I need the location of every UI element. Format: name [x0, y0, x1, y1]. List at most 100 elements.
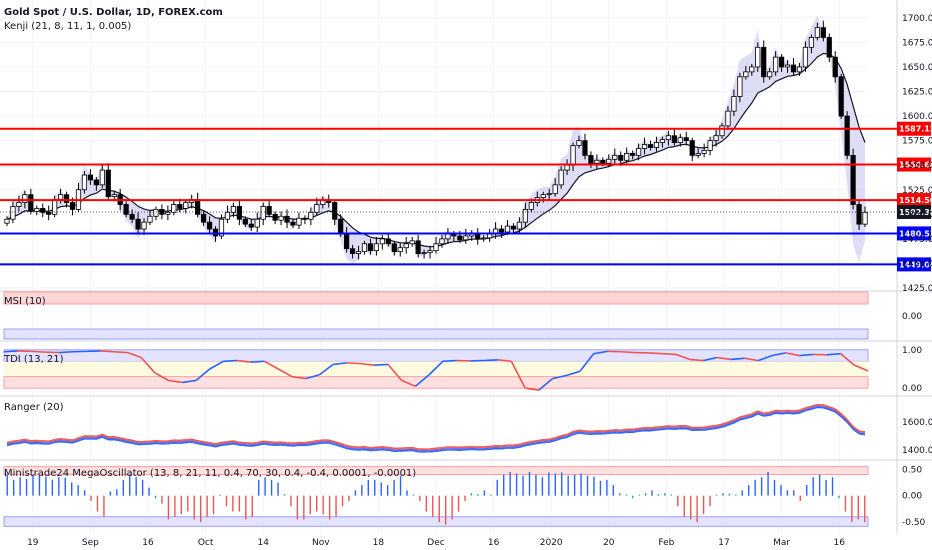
x-tick-label: 16 [833, 538, 845, 548]
candle [814, 27, 820, 38]
tdi-line [552, 374, 567, 380]
y-tick-label: 1600.00 [902, 418, 932, 428]
msi-lower-band [3, 328, 869, 340]
y-tick-label: 1650.00 [902, 63, 932, 73]
ranger-label: Ranger (20) [4, 402, 64, 413]
x-tick-label: Dec [427, 538, 444, 548]
candle [498, 228, 505, 233]
candle [302, 217, 308, 220]
candle [570, 145, 576, 166]
last-price-tag [897, 204, 931, 219]
tdi-line [277, 368, 293, 378]
candle [826, 37, 832, 58]
candle [701, 150, 707, 154]
y-tick-label: 1675.00 [902, 38, 932, 48]
x-tick-label: 16 [142, 538, 154, 548]
mega-label: Ministrade24 MegaOscillator (13, 8, 21, … [4, 468, 416, 479]
chart-title: Gold Spot / U.S. Dollar, 1D, FOREX.com [4, 7, 223, 18]
tdi-label: TDI (13, 21) [3, 354, 64, 365]
candle [457, 235, 463, 241]
candle [284, 215, 290, 223]
candle [516, 221, 523, 230]
candle [832, 56, 838, 78]
candle [206, 221, 213, 230]
x-tick-label: Sep [82, 538, 99, 548]
y-tick-label: 1425.00 [902, 284, 932, 294]
x-tick-label: 2020 [540, 538, 563, 548]
candle [361, 243, 368, 253]
tdi-line [730, 357, 745, 361]
candle [201, 213, 207, 223]
tdi-line [401, 379, 416, 387]
tdi-line [154, 372, 169, 382]
candle [373, 243, 380, 252]
x-tick-label: 17 [718, 538, 729, 548]
candle [844, 115, 850, 156]
candle [177, 204, 183, 209]
tdi-line [223, 359, 238, 363]
tdi-line [442, 359, 457, 363]
candle [111, 194, 117, 198]
y-tick-label: 1.00 [902, 346, 922, 356]
candle [820, 27, 826, 38]
tdi-line [209, 360, 224, 370]
candle [731, 96, 737, 112]
candle [93, 179, 99, 186]
level-tag-label: 1514.50 [899, 196, 932, 205]
candle [421, 252, 427, 255]
candle [22, 194, 28, 203]
candle [510, 225, 517, 230]
candle [81, 174, 88, 191]
tdi-line [127, 351, 142, 359]
candle [248, 223, 254, 228]
candle [34, 208, 40, 212]
candle [612, 154, 618, 160]
candle [802, 46, 809, 68]
tdi-line [195, 368, 211, 382]
tdi-line [689, 358, 704, 362]
x-tick-label: 19 [27, 538, 39, 548]
candle [600, 159, 606, 164]
x-tick-label: Nov [312, 538, 330, 548]
candle [665, 135, 671, 141]
level-tag [897, 193, 931, 208]
tdi-line [31, 350, 46, 353]
x-tick-label: Mar [773, 538, 790, 548]
tdi-line [826, 352, 841, 356]
tdi-line [497, 359, 512, 363]
candle [135, 218, 141, 230]
tdi-line [579, 353, 595, 372]
candle [266, 206, 272, 215]
candle [641, 144, 648, 149]
candle [224, 211, 231, 220]
candle [409, 240, 415, 245]
candle [707, 140, 713, 151]
candle [725, 110, 731, 127]
candle [344, 233, 350, 250]
candle [755, 46, 761, 68]
tdi-line [621, 350, 635, 354]
tdi-line [648, 352, 663, 355]
level-tag-label: 1480.53 [899, 229, 932, 238]
y-tick-label: 1550.00 [902, 161, 932, 171]
candle [236, 206, 242, 220]
candle [606, 158, 612, 164]
candle [308, 211, 314, 220]
candle [445, 233, 451, 240]
candle [695, 153, 701, 156]
candle [10, 206, 16, 220]
candle [367, 243, 374, 252]
candle [522, 209, 528, 223]
candle [767, 71, 773, 78]
candle [588, 154, 594, 164]
candle [385, 238, 391, 245]
candle [677, 137, 683, 143]
candle [624, 153, 630, 161]
candle [719, 125, 725, 137]
y-tick-label: 0.00 [902, 492, 922, 502]
price-axis: 1700.00 1675.00 1650.00 1625.00 1600.00 1575.… [27, 14, 932, 548]
tdi-line [662, 352, 677, 356]
x-tick-label: Oct [198, 538, 214, 548]
tdi-line [717, 356, 731, 361]
